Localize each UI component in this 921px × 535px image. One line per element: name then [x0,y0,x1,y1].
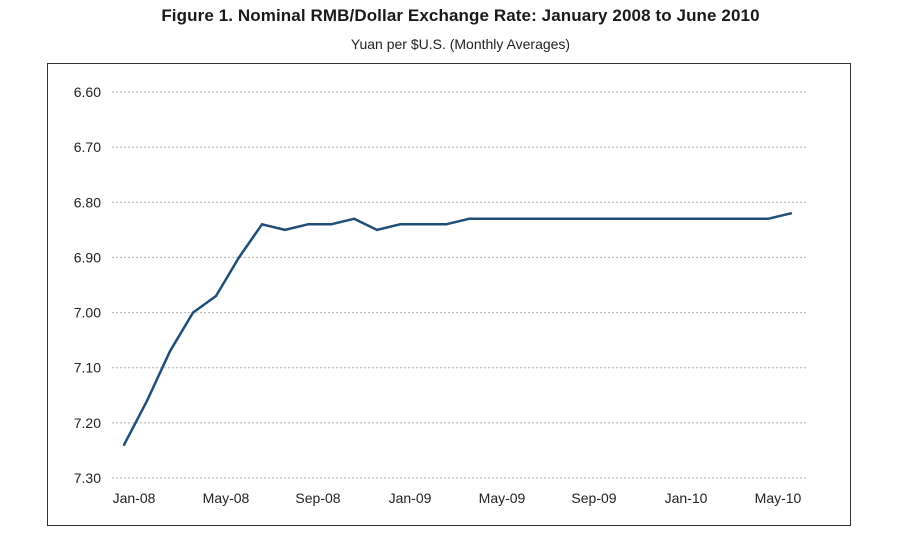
data-point [513,217,517,220]
data-point [628,217,632,220]
chart-subtitle: Yuan per $U.S. (Monthly Averages) [350,36,571,52]
y-tick-label: 6.80 [74,194,101,210]
y-tick-label: 6.90 [74,249,101,265]
y-tick-label: 6.70 [74,139,101,155]
y-tick-label: 7.10 [74,360,101,376]
data-point [375,228,379,232]
data-point [490,217,494,220]
data-point [352,217,356,220]
y-axis-ticks: 6.60 6.70 6.80 6.90 7.00 7.10 7.20 7.30 [74,84,101,486]
data-point [260,223,264,226]
data-point [283,228,287,232]
y-tick-label: 7.20 [74,415,101,431]
x-tick-label: Jan-10 [665,490,708,506]
data-point [444,223,448,226]
data-point [766,217,770,220]
data-point [536,217,540,220]
x-tick-label: Sep-08 [295,490,340,506]
y-tick-label: 6.60 [74,84,101,100]
data-point [743,217,747,220]
data-point [605,217,609,220]
data-point [467,217,471,220]
y-tick-label: 7.00 [74,305,101,321]
data-point [191,311,195,314]
chart-frame [47,63,851,526]
data-point [168,350,172,353]
data-point [306,223,310,226]
chart-title: Figure 1. Nominal RMB/Dollar Exchange Ra… [161,6,760,25]
data-point [582,217,586,220]
series-line [122,212,792,446]
data-point [720,217,724,220]
x-tick-label: Jan-08 [113,490,156,506]
data-point [674,217,678,220]
gridlines [112,91,806,479]
x-axis-ticks: Jan-08 May-08 Sep-08 Jan-09 May-09 Sep-09 Jan-… [113,490,802,506]
data-point [398,223,402,226]
series-layer [122,212,793,447]
x-tick-label: May-10 [755,490,802,506]
data-point [329,223,333,226]
x-tick-label: May-09 [479,490,526,506]
data-point [237,256,241,259]
y-tick-label: 7.30 [74,470,101,486]
data-point [559,217,563,220]
data-point [122,443,126,447]
x-tick-label: Sep-09 [571,490,616,506]
data-point [789,212,793,215]
data-point [697,217,701,220]
data-point [214,294,218,298]
data-point [421,223,425,226]
data-point [145,399,149,402]
x-tick-label: Jan-09 [389,490,432,506]
data-point [651,217,655,220]
x-tick-label: May-08 [203,490,250,506]
